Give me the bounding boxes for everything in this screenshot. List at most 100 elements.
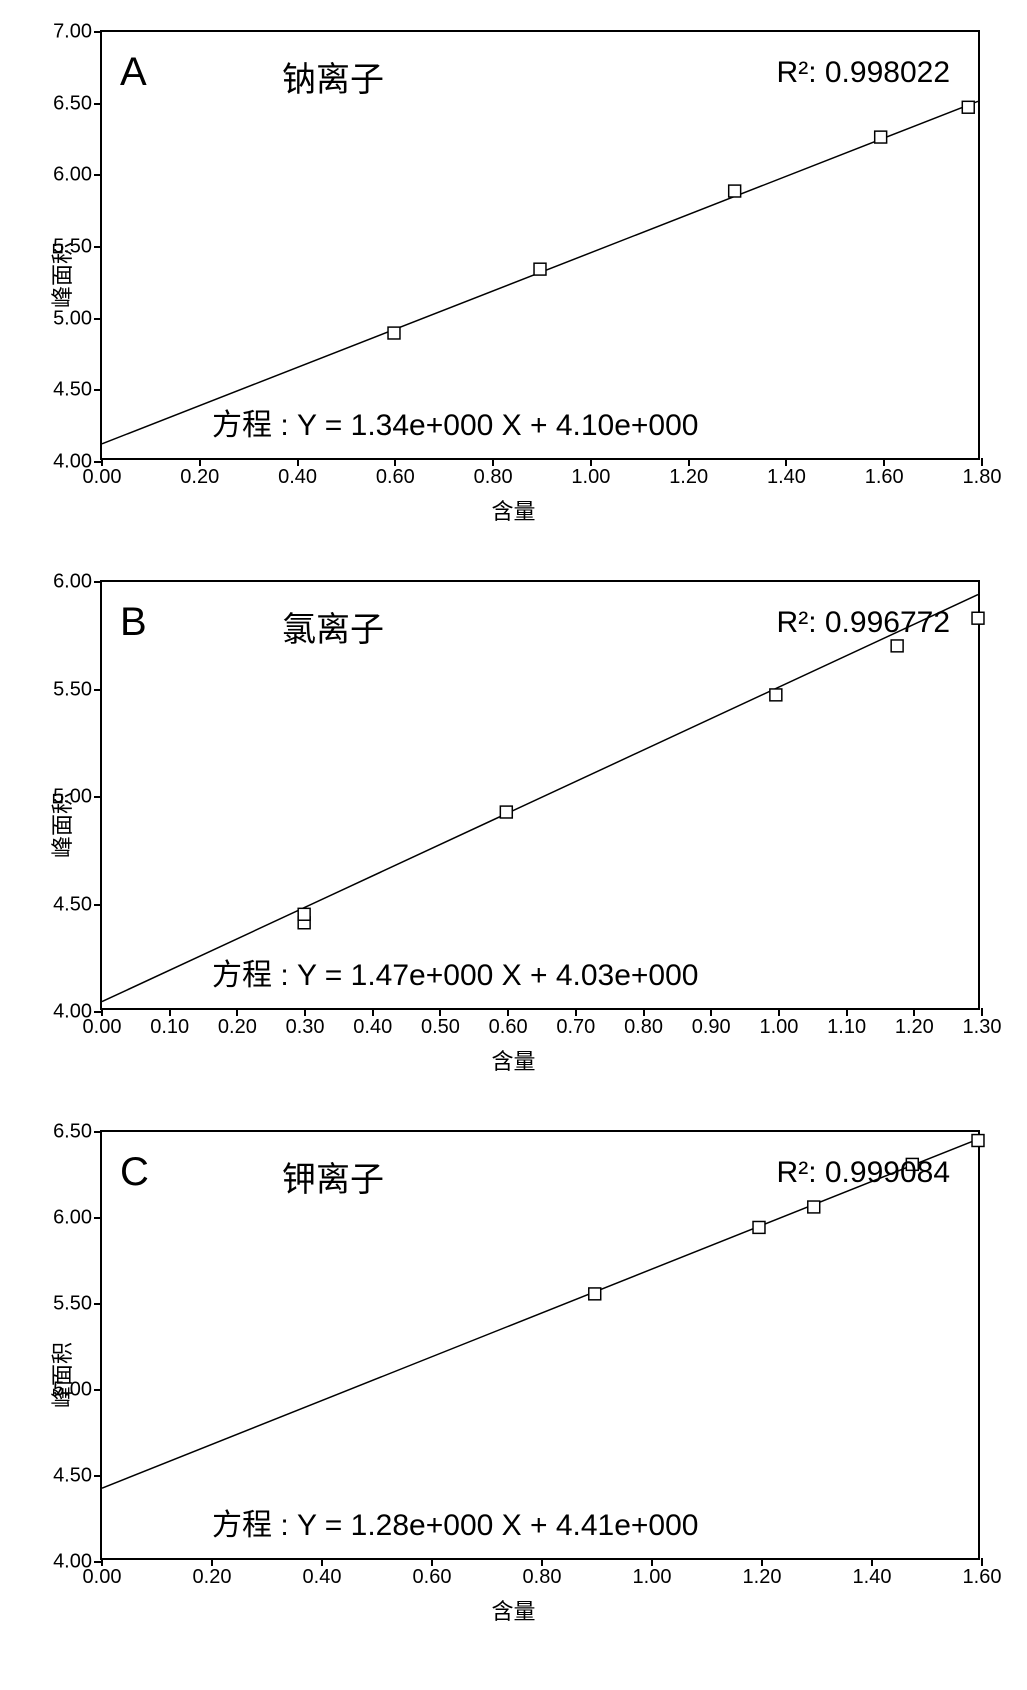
- x-tick-mark: [883, 458, 885, 466]
- x-tick-mark: [643, 1008, 645, 1016]
- r-squared-label: R²: 0.996772: [777, 606, 950, 640]
- x-tick-mark: [785, 458, 787, 466]
- plot-area: B氯离子R²: 0.996772方程 : Y = 1.47e+000 X + 4…: [100, 580, 980, 1010]
- chart-title: 氯离子: [282, 602, 384, 651]
- x-tick-label: 0.90: [692, 1016, 731, 1039]
- x-tick-label: 0.60: [489, 1016, 528, 1039]
- plot-svg: [102, 1132, 978, 1558]
- x-tick-mark: [507, 1008, 509, 1016]
- x-tick-mark: [199, 458, 201, 466]
- x-tick-mark: [651, 1558, 653, 1566]
- y-tick-mark: [94, 581, 102, 583]
- x-tick-mark: [431, 1558, 433, 1566]
- chart-title: 钾离子: [282, 1152, 384, 1201]
- data-marker: [808, 1201, 820, 1213]
- x-tick-mark: [101, 1008, 103, 1016]
- data-marker: [753, 1221, 765, 1233]
- x-tick-mark: [101, 458, 103, 466]
- panels-container: 峰面积含量A钠离子R²: 0.998022方程 : Y = 1.34e+000 …: [20, 20, 1007, 1630]
- x-tick-mark: [439, 1008, 441, 1016]
- data-marker: [589, 1288, 601, 1300]
- data-marker: [729, 185, 741, 197]
- x-tick-mark: [688, 458, 690, 466]
- y-tick-label: 5.00: [53, 307, 92, 330]
- y-tick-label: 5.00: [53, 786, 92, 809]
- x-tick-mark: [871, 1558, 873, 1566]
- x-tick-mark: [981, 1008, 983, 1016]
- y-tick-mark: [94, 246, 102, 248]
- panel-letter: B: [120, 600, 147, 645]
- data-marker: [972, 612, 984, 624]
- plot-area: A钠离子R²: 0.998022方程 : Y = 1.34e+000 X + 4…: [100, 30, 980, 460]
- y-tick-label: 6.00: [53, 1207, 92, 1230]
- x-tick-mark: [575, 1008, 577, 1016]
- y-tick-label: 6.00: [53, 164, 92, 187]
- equation-label: 方程 : Y = 1.34e+000 X + 4.10e+000: [212, 400, 699, 444]
- regression-line: [102, 1139, 978, 1488]
- chart-panel-a: 峰面积含量A钠离子R²: 0.998022方程 : Y = 1.34e+000 …: [20, 20, 1007, 530]
- x-axis-title: 含量: [491, 1044, 535, 1076]
- x-tick-label: 1.20: [895, 1016, 934, 1039]
- x-tick-label: 0.60: [376, 466, 415, 489]
- equation-label: 方程 : Y = 1.28e+000 X + 4.41e+000: [212, 1500, 699, 1544]
- chart-panel-b: 峰面积含量B氯离子R²: 0.996772方程 : Y = 1.47e+000 …: [20, 570, 1007, 1080]
- x-tick-mark: [372, 1008, 374, 1016]
- data-marker: [534, 263, 546, 275]
- y-tick-label: 4.50: [53, 1465, 92, 1488]
- data-marker: [500, 806, 512, 818]
- x-tick-mark: [394, 458, 396, 466]
- x-tick-label: 1.00: [759, 1016, 798, 1039]
- x-tick-label: 0.20: [218, 1016, 257, 1039]
- data-marker: [875, 131, 887, 143]
- x-tick-label: 1.60: [865, 466, 904, 489]
- x-tick-mark: [846, 1008, 848, 1016]
- x-tick-label: 1.40: [767, 466, 806, 489]
- x-tick-mark: [236, 1008, 238, 1016]
- y-tick-label: 6.50: [53, 92, 92, 115]
- x-tick-label: 0.40: [303, 1566, 342, 1589]
- y-tick-mark: [94, 904, 102, 906]
- x-tick-label: 1.20: [669, 466, 708, 489]
- x-axis-title: 含量: [491, 1594, 535, 1626]
- y-tick-label: 6.00: [53, 571, 92, 594]
- x-tick-label: 1.20: [743, 1566, 782, 1589]
- y-tick-mark: [94, 174, 102, 176]
- regression-line: [102, 595, 978, 1002]
- x-axis-title: 含量: [491, 494, 535, 526]
- x-tick-mark: [710, 1008, 712, 1016]
- x-tick-mark: [492, 458, 494, 466]
- x-tick-label: 0.00: [83, 1566, 122, 1589]
- y-tick-mark: [94, 1475, 102, 1477]
- y-tick-label: 6.50: [53, 1121, 92, 1144]
- x-tick-label: 0.80: [624, 1016, 663, 1039]
- x-tick-mark: [590, 458, 592, 466]
- x-tick-mark: [541, 1558, 543, 1566]
- x-tick-mark: [211, 1558, 213, 1566]
- x-tick-label: 0.20: [193, 1566, 232, 1589]
- x-tick-mark: [169, 1008, 171, 1016]
- x-tick-mark: [981, 458, 983, 466]
- x-tick-label: 0.20: [180, 466, 219, 489]
- data-marker: [770, 689, 782, 701]
- y-tick-mark: [94, 1303, 102, 1305]
- plot-svg: [102, 32, 978, 458]
- r-squared-label: R²: 0.998022: [777, 56, 950, 90]
- x-tick-label: 0.70: [556, 1016, 595, 1039]
- plot-area-wrapper: A钠离子R²: 0.998022方程 : Y = 1.34e+000 X + 4…: [100, 30, 980, 460]
- x-tick-mark: [304, 1008, 306, 1016]
- x-tick-label: 0.80: [523, 1566, 562, 1589]
- data-marker: [298, 908, 310, 920]
- y-tick-mark: [94, 1131, 102, 1133]
- y-tick-label: 5.50: [53, 236, 92, 259]
- plot-svg: [102, 582, 978, 1008]
- x-tick-label: 1.60: [963, 1566, 1002, 1589]
- y-tick-label: 5.00: [53, 1379, 92, 1402]
- x-tick-label: 1.30: [963, 1016, 1002, 1039]
- x-tick-label: 0.60: [413, 1566, 452, 1589]
- x-tick-label: 0.00: [83, 466, 122, 489]
- y-tick-label: 5.50: [53, 1293, 92, 1316]
- x-tick-label: 0.30: [286, 1016, 325, 1039]
- x-tick-mark: [101, 1558, 103, 1566]
- x-tick-mark: [321, 1558, 323, 1566]
- x-tick-label: 1.80: [963, 466, 1002, 489]
